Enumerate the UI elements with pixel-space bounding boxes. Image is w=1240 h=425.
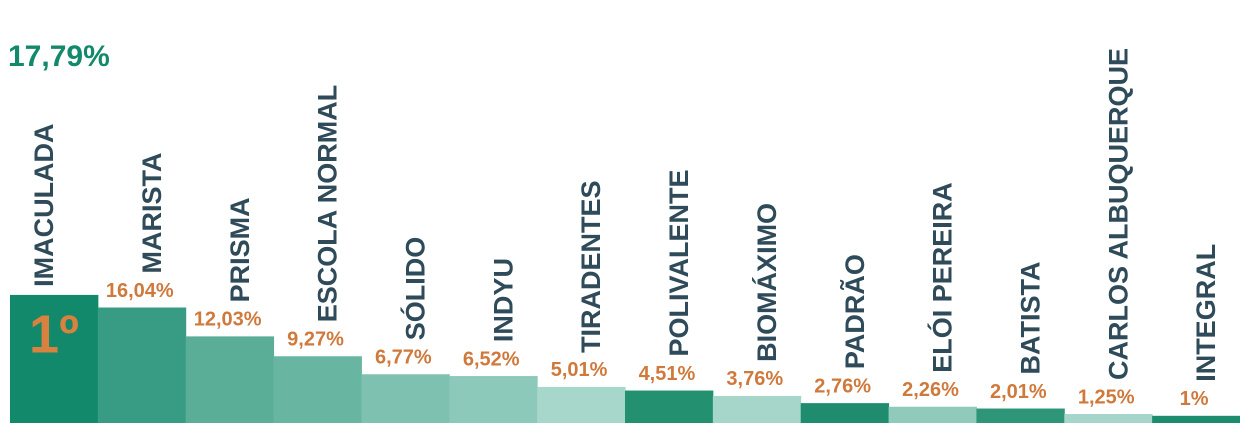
category-label: INTEGRAL — [1191, 244, 1221, 382]
bar — [10, 294, 99, 423]
value-label: 17,79% — [8, 40, 110, 73]
bar — [185, 336, 275, 423]
bar — [361, 374, 450, 423]
category-label: POLIVALENTE — [664, 170, 694, 357]
value-label: 1,25% — [1078, 386, 1135, 408]
value-label: 2,01% — [990, 381, 1047, 403]
value-label: 16,04% — [106, 280, 174, 302]
category-label: MARISTA — [137, 153, 167, 274]
bar — [1064, 414, 1153, 423]
bar — [625, 390, 714, 423]
category-label: CARLOS ALBUQUERQUE — [1103, 48, 1133, 380]
category-label: BATISTA — [1015, 262, 1045, 375]
bar — [888, 406, 977, 423]
value-label: 4,51% — [639, 363, 696, 385]
value-label: 1% — [1180, 388, 1209, 410]
bar — [976, 408, 1065, 423]
annotation: 1º — [29, 304, 79, 364]
bar — [449, 376, 538, 423]
value-label: 3,76% — [726, 368, 783, 390]
value-label: 12,03% — [194, 309, 262, 331]
bar — [97, 307, 187, 423]
value-label: 2,26% — [902, 379, 959, 401]
category-label: TIRADENTES — [576, 180, 606, 353]
bar — [273, 356, 362, 423]
value-label: 6,77% — [375, 347, 432, 369]
value-label: 5,01% — [551, 359, 608, 381]
category-label: ESCOLA NORMAL — [313, 85, 343, 323]
bar — [800, 403, 890, 423]
category-label: PRISMA — [225, 197, 255, 302]
value-label: 2,76% — [814, 375, 871, 397]
value-label: 9,27% — [287, 329, 344, 351]
category-label: PADRÃO — [839, 254, 870, 369]
category-label: ELÓI PEREIRA — [927, 182, 958, 373]
category-label: BIOMÁXIMO — [751, 203, 782, 362]
category-label: IMACULADA — [29, 123, 59, 286]
category-label: SÓLIDO — [399, 237, 430, 341]
category-label: INDYU — [488, 258, 518, 342]
bar — [537, 386, 626, 423]
bar — [1152, 415, 1240, 423]
value-label: 6,52% — [463, 348, 520, 370]
bar — [712, 395, 802, 423]
